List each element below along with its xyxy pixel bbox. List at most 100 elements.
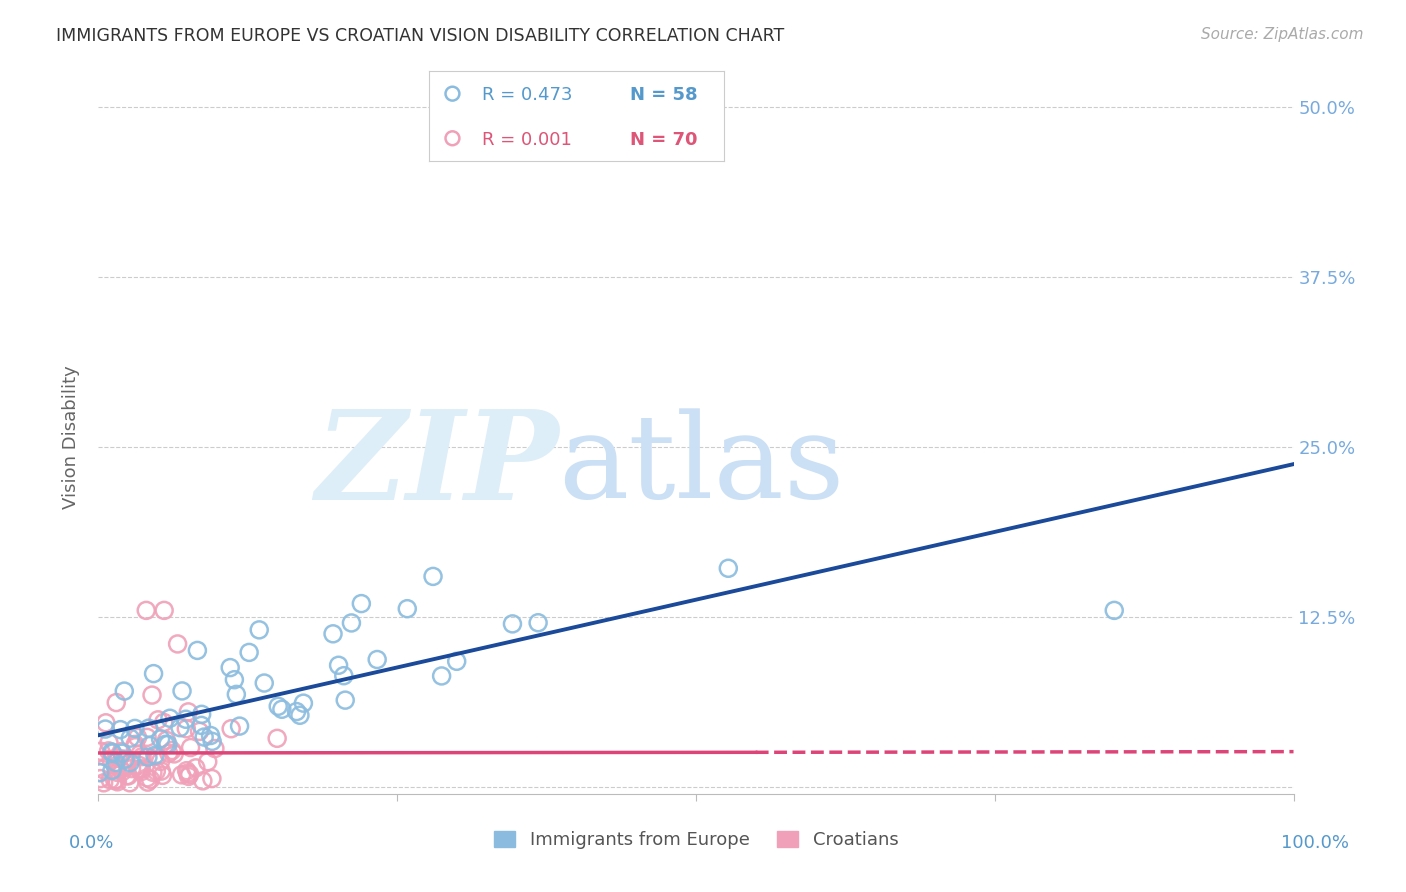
Point — [100, 745, 122, 759]
Point — [170, 768, 193, 782]
Point — [238, 645, 260, 659]
Point — [197, 755, 219, 769]
Point — [366, 652, 388, 666]
Text: R = 0.473: R = 0.473 — [482, 87, 572, 104]
Point — [159, 711, 181, 725]
Text: 100.0%: 100.0% — [1281, 834, 1348, 852]
Point — [111, 764, 134, 779]
Point — [104, 773, 127, 788]
Point — [267, 699, 290, 714]
Text: ZIP: ZIP — [315, 405, 558, 526]
Point — [1104, 603, 1126, 617]
Point — [121, 762, 143, 776]
Point — [98, 772, 121, 787]
Point — [285, 705, 308, 719]
Point — [149, 755, 172, 769]
Point — [204, 741, 226, 756]
Text: IMMIGRANTS FROM EUROPE VS CROATIAN VISION DISABILITY CORRELATION CHART: IMMIGRANTS FROM EUROPE VS CROATIAN VISIO… — [56, 27, 785, 45]
Point — [150, 764, 173, 778]
Point — [155, 737, 177, 751]
Point — [200, 729, 222, 743]
Point — [247, 623, 270, 637]
Point — [142, 666, 165, 681]
Point — [110, 723, 132, 737]
Point — [156, 738, 179, 752]
Point — [108, 751, 131, 765]
Point — [90, 765, 112, 780]
Point — [124, 738, 146, 752]
Point — [127, 731, 149, 745]
Point — [160, 743, 183, 757]
Point — [177, 705, 200, 719]
Point — [180, 740, 202, 755]
Point — [104, 772, 127, 787]
Point — [145, 764, 167, 779]
Text: 0.0%: 0.0% — [69, 834, 114, 852]
Point — [141, 688, 163, 702]
Point — [186, 643, 208, 657]
Point — [146, 713, 169, 727]
Y-axis label: Vision Disability: Vision Disability — [62, 365, 80, 509]
Point — [152, 715, 174, 730]
Point — [131, 762, 153, 776]
Point — [97, 736, 120, 750]
Point — [104, 756, 127, 770]
Point — [441, 87, 464, 101]
Point — [94, 722, 117, 736]
Point — [219, 722, 242, 736]
Point — [136, 750, 159, 764]
Point — [292, 696, 315, 710]
Point — [155, 733, 177, 747]
Point — [717, 561, 740, 575]
Point — [191, 773, 214, 788]
Point — [163, 747, 186, 761]
Point — [179, 767, 201, 781]
Point — [157, 747, 180, 761]
Point — [101, 764, 124, 778]
Point — [138, 721, 160, 735]
Point — [430, 669, 453, 683]
Point — [117, 769, 139, 783]
Point — [253, 676, 276, 690]
Point — [146, 749, 169, 764]
Legend: Immigrants from Europe, Croatians: Immigrants from Europe, Croatians — [486, 823, 905, 856]
Point — [446, 654, 468, 668]
Point — [91, 762, 114, 776]
Point — [335, 693, 357, 707]
Point — [124, 722, 146, 736]
Point — [177, 769, 200, 783]
Point — [153, 603, 176, 617]
Point — [270, 702, 292, 716]
Point — [97, 744, 120, 758]
Point — [115, 757, 138, 772]
Point — [176, 722, 198, 736]
Point — [188, 724, 211, 739]
Point — [94, 715, 117, 730]
Point — [90, 744, 112, 758]
Text: Source: ZipAtlas.com: Source: ZipAtlas.com — [1201, 27, 1364, 42]
Point — [142, 765, 165, 780]
Point — [101, 746, 124, 760]
Point — [219, 660, 242, 674]
Text: N = 58: N = 58 — [630, 87, 697, 104]
Point — [350, 597, 373, 611]
Point — [176, 766, 198, 780]
Text: atlas: atlas — [558, 409, 845, 523]
Point — [225, 687, 247, 701]
Point — [166, 637, 188, 651]
Point — [110, 763, 132, 777]
Point — [128, 758, 150, 772]
Point — [193, 730, 215, 744]
Text: R = 0.001: R = 0.001 — [482, 131, 572, 149]
Point — [118, 776, 141, 790]
Point — [136, 771, 159, 785]
Point — [176, 764, 198, 778]
Point — [228, 719, 250, 733]
Point — [224, 673, 246, 687]
Point — [107, 774, 129, 789]
Point — [128, 763, 150, 777]
Point — [105, 696, 128, 710]
Point — [174, 712, 197, 726]
Point — [138, 739, 160, 753]
Text: N = 70: N = 70 — [630, 131, 697, 149]
